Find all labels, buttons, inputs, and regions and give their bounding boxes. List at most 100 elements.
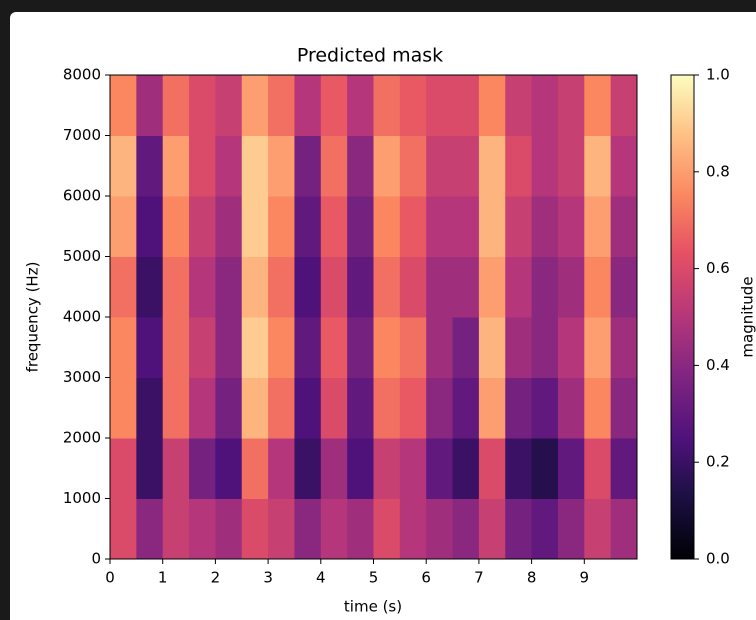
heatmap-cell bbox=[162, 438, 190, 499]
heatmap-cell bbox=[320, 256, 348, 318]
heatmap-cell bbox=[610, 438, 638, 499]
heatmap-cell bbox=[294, 256, 322, 318]
heatmap-cell bbox=[426, 317, 454, 378]
heatmap-cell bbox=[557, 75, 585, 136]
heatmap-cell bbox=[162, 498, 190, 560]
y-tick-label: 2000 bbox=[63, 429, 101, 447]
heatmap-cell bbox=[584, 256, 612, 318]
heatmap-cell bbox=[162, 256, 190, 318]
heatmap-cell bbox=[505, 317, 533, 378]
heatmap-cell bbox=[531, 317, 559, 378]
heatmap-cell bbox=[505, 75, 533, 136]
heatmap-cell bbox=[426, 75, 454, 136]
heatmap-cell bbox=[215, 196, 243, 257]
heatmap-cell bbox=[584, 498, 612, 560]
heatmap-cell bbox=[531, 256, 559, 318]
heatmap-cell bbox=[399, 498, 427, 560]
heatmap-cell bbox=[110, 317, 137, 378]
heatmap-cell bbox=[241, 317, 269, 378]
heatmap-cell bbox=[294, 196, 322, 257]
heatmap-cell bbox=[426, 135, 454, 197]
heatmap-cell bbox=[452, 135, 480, 197]
heatmap-cell bbox=[347, 256, 374, 318]
heatmap-cell bbox=[610, 135, 638, 197]
heatmap-cell bbox=[320, 317, 348, 378]
y-tick-label: 5000 bbox=[63, 247, 101, 265]
heatmap-cell bbox=[110, 438, 137, 499]
heatmap-cell bbox=[399, 377, 427, 439]
heatmap-cell bbox=[531, 438, 559, 499]
heatmap-cell bbox=[610, 317, 638, 378]
heatmap-cell bbox=[189, 135, 216, 197]
heatmap-cell bbox=[162, 377, 190, 439]
heatmap-cell bbox=[557, 498, 585, 560]
x-tick-label: 4 bbox=[316, 569, 326, 587]
heatmap-cell bbox=[189, 317, 216, 378]
heatmap-cell bbox=[584, 135, 612, 197]
heatmap-cell bbox=[136, 135, 164, 197]
heatmap-cell bbox=[399, 196, 427, 257]
heatmap-cell bbox=[531, 75, 559, 136]
heatmap-cell bbox=[215, 317, 243, 378]
heatmap-cell bbox=[294, 317, 322, 378]
heatmap-cell bbox=[373, 196, 401, 257]
heatmap-cell bbox=[136, 317, 164, 378]
heatmap-cell bbox=[610, 256, 638, 318]
heatmap-cell bbox=[162, 75, 190, 136]
heatmap-cell bbox=[110, 377, 137, 439]
heatmap-cell bbox=[268, 256, 295, 318]
heatmap-cell bbox=[110, 135, 137, 197]
heatmap-cell bbox=[241, 438, 269, 499]
heatmap-cell bbox=[110, 75, 137, 136]
heatmap-cell bbox=[189, 75, 216, 136]
heatmap-cell bbox=[452, 256, 480, 318]
heatmap-cell bbox=[557, 317, 585, 378]
heatmap-cell bbox=[505, 256, 533, 318]
x-tick-label: 0 bbox=[105, 569, 115, 587]
heatmap-cell bbox=[452, 317, 480, 378]
heatmap-cell bbox=[294, 438, 322, 499]
heatmap-cell bbox=[268, 196, 295, 257]
colorbar-tick-label: 0.8 bbox=[706, 162, 730, 180]
heatmap-cell bbox=[478, 256, 506, 318]
heatmap-cell bbox=[241, 377, 269, 439]
y-tick-label: 6000 bbox=[63, 187, 101, 205]
heatmap-cell bbox=[373, 377, 401, 439]
heatmap-cell bbox=[241, 498, 269, 560]
heatmap-cell bbox=[584, 438, 612, 499]
heatmap-cell bbox=[478, 196, 506, 257]
x-tick-label: 7 bbox=[474, 569, 484, 587]
x-tick-label: 2 bbox=[211, 569, 221, 587]
heatmap-cell bbox=[320, 135, 348, 197]
heatmap-cell bbox=[557, 256, 585, 318]
colorbar-tick-label: 0.4 bbox=[706, 356, 730, 374]
x-tick-label: 8 bbox=[527, 569, 537, 587]
heatmap-cell bbox=[294, 377, 322, 439]
heatmap-cell bbox=[268, 75, 295, 136]
y-tick-label: 8000 bbox=[63, 66, 101, 84]
heatmap-cell bbox=[136, 196, 164, 257]
heatmap-cell bbox=[268, 377, 295, 439]
x-tick-label: 5 bbox=[369, 569, 379, 587]
heatmap-cell bbox=[478, 438, 506, 499]
heatmap-cell bbox=[373, 498, 401, 560]
heatmap-cell bbox=[241, 196, 269, 257]
heatmap-cell bbox=[189, 196, 216, 257]
heatmap-cell bbox=[557, 135, 585, 197]
heatmap-cell bbox=[136, 256, 164, 318]
heatmap-cell bbox=[373, 438, 401, 499]
heatmap-cell bbox=[426, 498, 454, 560]
heatmap-cell bbox=[452, 75, 480, 136]
heatmap-cell bbox=[110, 196, 137, 257]
heatmap-cell bbox=[215, 377, 243, 439]
heatmap-cell bbox=[136, 377, 164, 439]
heatmap-cell bbox=[426, 438, 454, 499]
heatmap-cell bbox=[189, 498, 216, 560]
heatmap-cell bbox=[531, 498, 559, 560]
heatmap-cell bbox=[505, 135, 533, 197]
colorbar-label: magnitude bbox=[739, 276, 756, 357]
x-tick-label: 6 bbox=[421, 569, 431, 587]
heatmap-cell bbox=[347, 377, 374, 439]
